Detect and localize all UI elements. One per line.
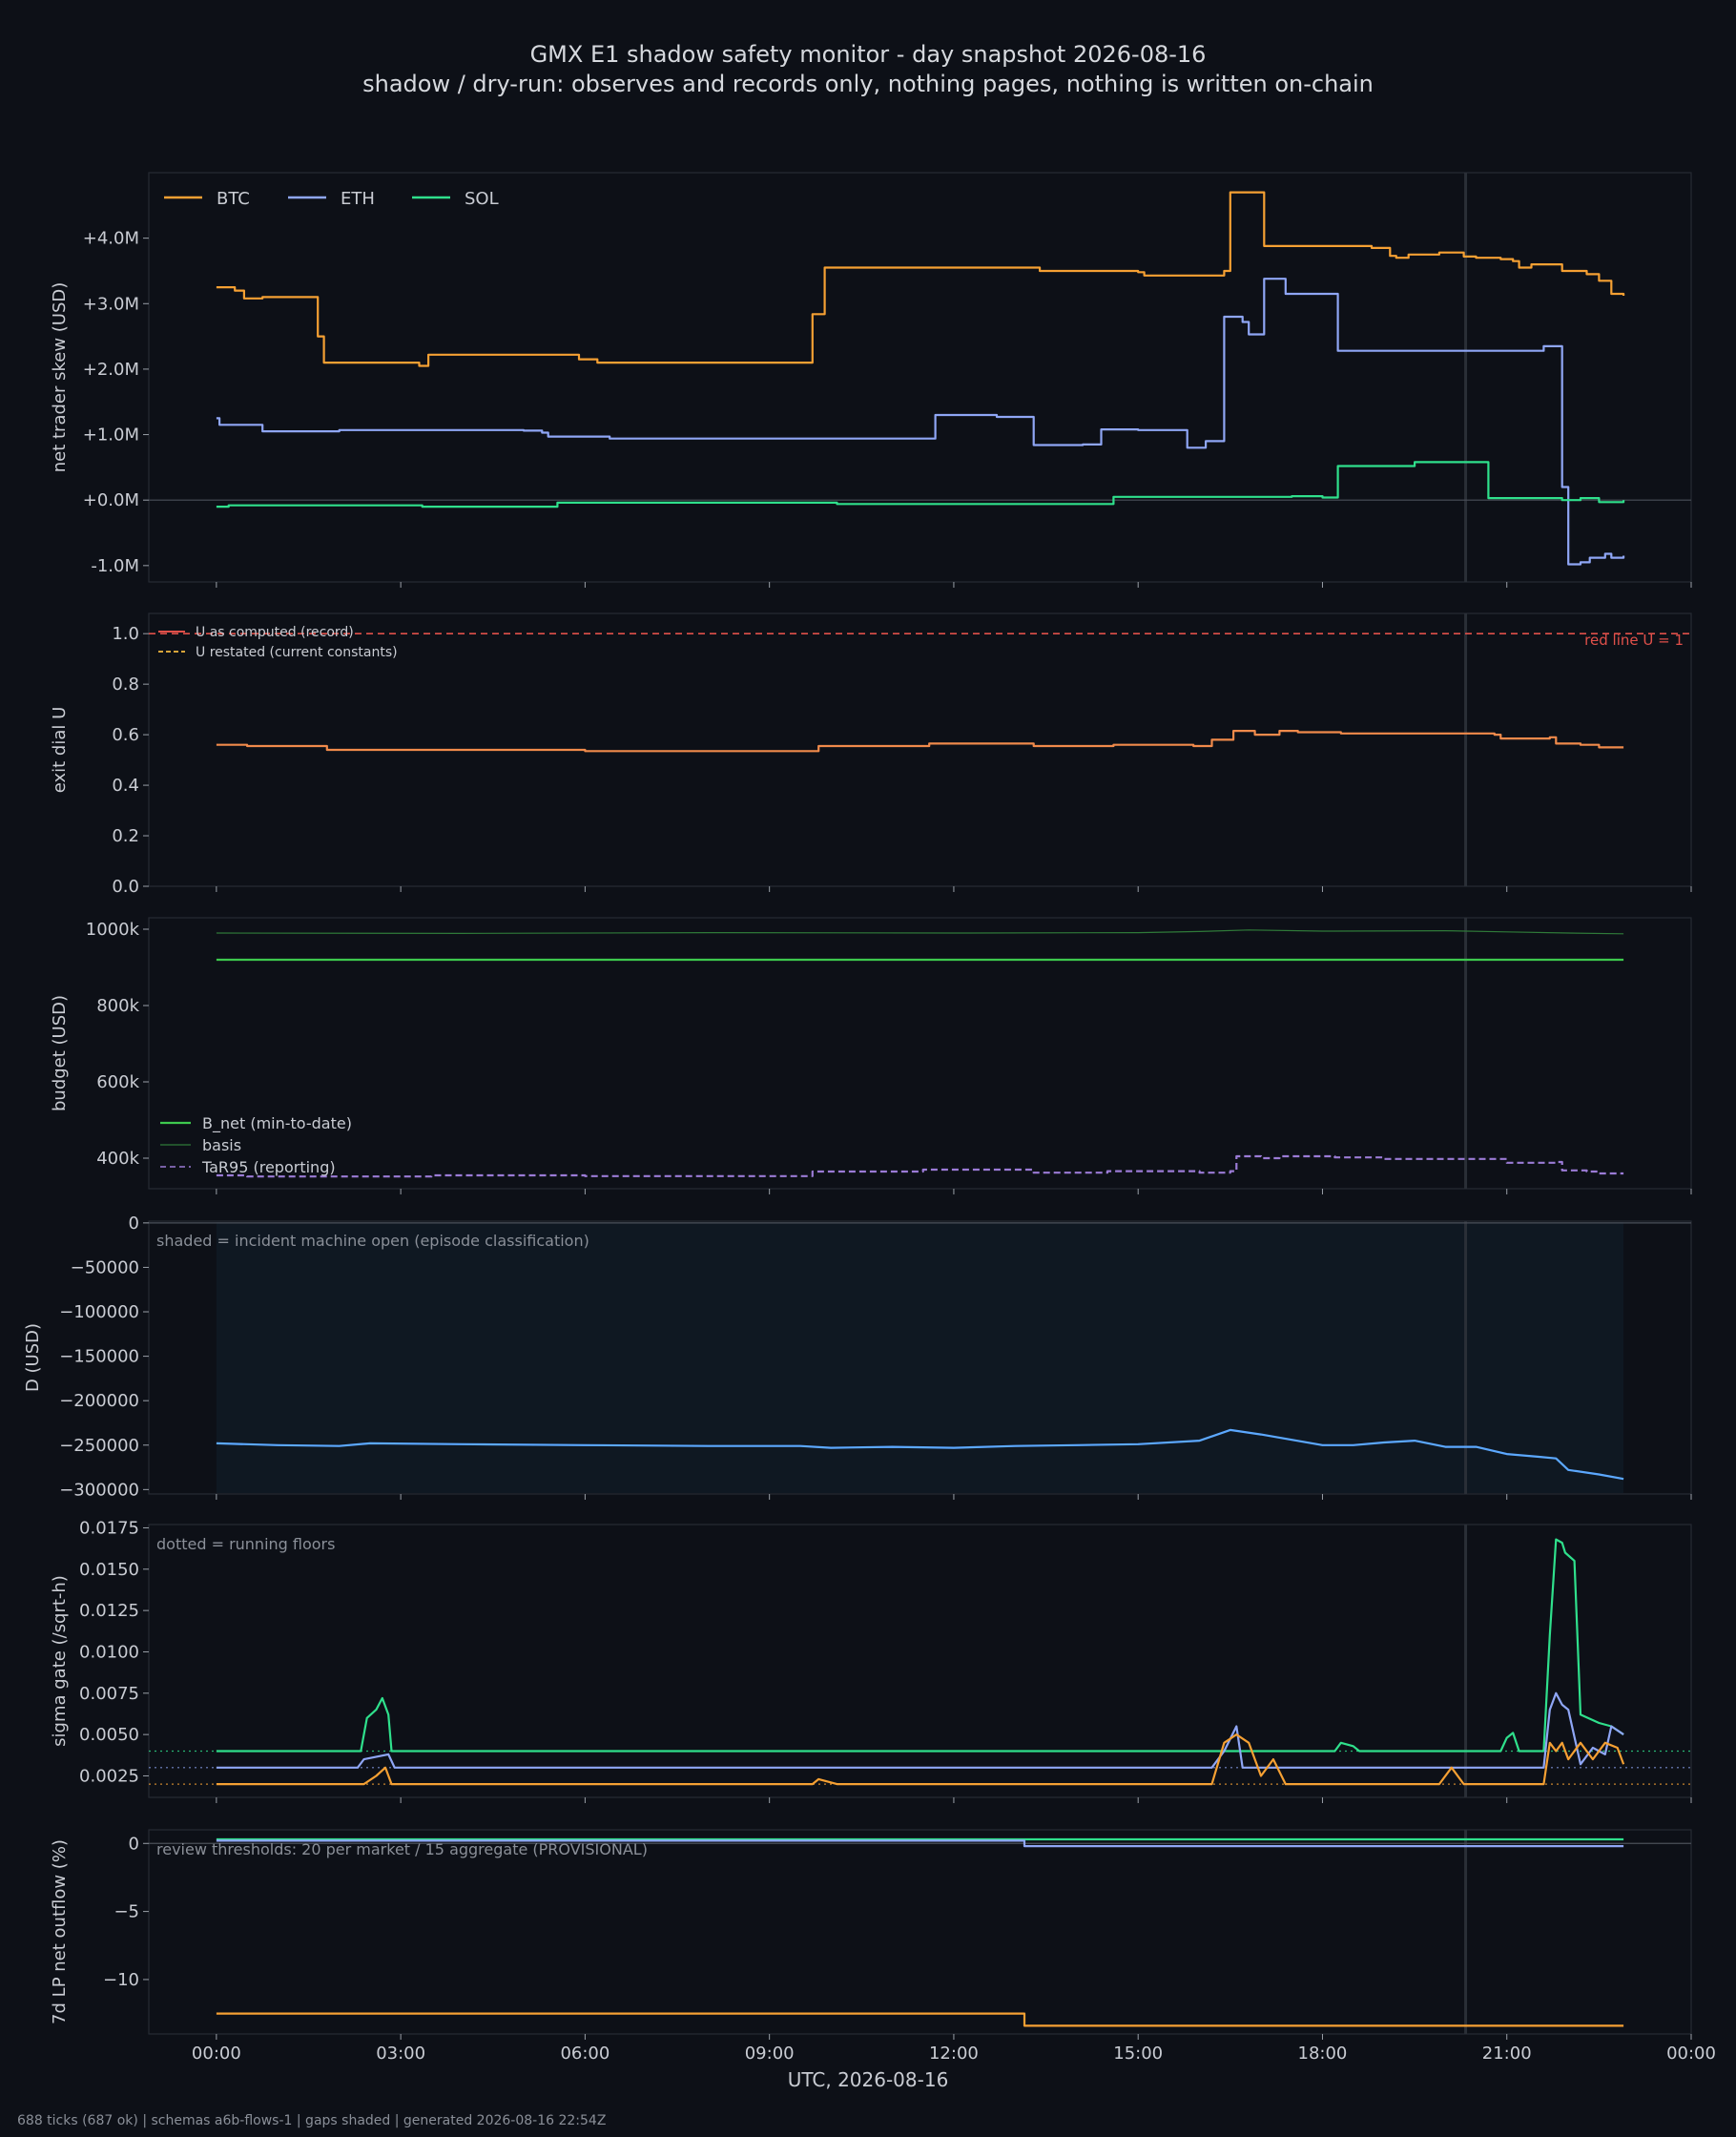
series-line-d — [216, 1428, 1624, 1481]
y-axis-label: 7d LP net outflow (%) — [50, 1839, 70, 2024]
series-line-sol — [216, 461, 1625, 508]
footer-status: 688 ticks (687 ok) | schemas a6b-flows-1… — [17, 2113, 607, 2128]
series-line-sol — [216, 1538, 1624, 1753]
y-tick-label: +2.0M — [83, 360, 139, 380]
y-axis-label: exit dial U — [50, 707, 70, 794]
panel-annotation: review thresholds: 20 per market / 15 ag… — [156, 1840, 648, 1858]
incident-shade — [216, 1222, 1624, 1493]
y-tick-label: -1.0M — [91, 556, 139, 576]
panel-3: 400k 600k 800k 1000k budget (USD) B_net (min-… — [50, 917, 1692, 1194]
x-axis-label: UTC, 2026-08-16 — [787, 2068, 949, 2091]
y-axis-label: D (USD) — [23, 1323, 43, 1392]
series-line-eth — [216, 278, 1625, 566]
series-line-btc — [216, 191, 1625, 367]
y-axis-label: sigma gate (/sqrt-h) — [50, 1575, 70, 1747]
series-line-eth — [216, 1691, 1624, 1769]
y-tick-label: +4.0M — [83, 229, 139, 249]
panel-annotation: shaded = incident machine open (episode … — [156, 1232, 589, 1250]
y-tick-label: −5 — [114, 1902, 139, 1922]
y-tick-label: 0.0100 — [79, 1642, 139, 1662]
legend-label: U as computed (record) — [196, 625, 354, 640]
y-tick-label: −200000 — [59, 1391, 139, 1411]
y-tick-label: 600k — [96, 1072, 139, 1092]
y-tick-label: +0.0M — [83, 490, 139, 510]
y-tick-label: 0.6 — [112, 725, 139, 745]
y-tick-label: −100000 — [59, 1302, 139, 1322]
legend-label: TaR95 (reporting) — [201, 1158, 336, 1176]
x-tick-label: 03:00 — [376, 2044, 425, 2064]
x-tick-label: 06:00 — [560, 2044, 610, 2064]
y-tick-label: −10 — [103, 1970, 139, 1990]
y-tick-label: −300000 — [59, 1480, 139, 1500]
legend-label: ETH — [341, 189, 375, 209]
legend-label: BTC — [217, 189, 250, 209]
legend-label: SOL — [465, 189, 499, 209]
chart-title: GMX E1 shadow safety monitor - day snaps… — [529, 41, 1207, 68]
y-tick-label: 0.0125 — [79, 1601, 139, 1621]
x-tick-label: 00:00 — [192, 2044, 241, 2064]
y-tick-label: −50000 — [71, 1257, 139, 1277]
y-axis-label: net trader skew (USD) — [50, 282, 70, 473]
panel-2: 0.0 0.2 0.4 0.6 0.8 1.0 exit dial U red line U … — [50, 612, 1692, 897]
x-tick-label: 09:00 — [745, 2044, 795, 2064]
panel-5: 0.0025 0.0050 0.0075 0.0100 0.0125 0.0150 0.01… — [50, 1518, 1692, 1803]
y-tick-label: 0.0 — [112, 877, 139, 897]
panel-6: 0 −5 −10 7d LP net outflow (%) review thresh… — [50, 1829, 1692, 2040]
y-tick-label: 0.0050 — [79, 1725, 139, 1745]
y-tick-label: 0.0150 — [79, 1560, 139, 1580]
series-line-basis — [216, 929, 1624, 935]
y-tick-label: 0 — [129, 1834, 139, 1854]
legend-label: B_net (min-to-date) — [202, 1114, 352, 1133]
chart-subtitle: shadow / dry-run: observes and records o… — [362, 71, 1374, 97]
x-tick-label: 15:00 — [1113, 2044, 1163, 2064]
panel-1: -1.0M +0.0M +1.0M +2.0M +3.0M +4.0M net trader… — [50, 172, 1692, 588]
x-tick-label: 00:00 — [1666, 2044, 1716, 2064]
legend-label: basis — [202, 1136, 241, 1154]
x-tick-label: 18:00 — [1298, 2044, 1348, 2064]
y-tick-label: 0.0025 — [79, 1766, 139, 1786]
x-tick-label: 21:00 — [1482, 2044, 1532, 2064]
y-axis-label: budget (USD) — [50, 995, 70, 1111]
series-line-eth — [216, 1839, 1624, 1848]
panel-frame — [148, 1829, 1692, 2035]
panel-4: 0 −50000 −100000 −150000 −200000 −250000 −3000… — [23, 1214, 1692, 1500]
y-tick-label: −150000 — [59, 1347, 139, 1367]
x-tick-label: 12:00 — [929, 2044, 979, 2064]
y-tick-label: 0.0175 — [79, 1518, 139, 1538]
y-tick-label: 0.4 — [112, 776, 139, 796]
y-tick-label: −250000 — [59, 1436, 139, 1456]
series-line-btc — [216, 1733, 1625, 1786]
series-line-tar95-reporting- — [216, 1154, 1624, 1178]
y-tick-label: 800k — [96, 996, 139, 1016]
y-tick-label: 0.0075 — [79, 1684, 139, 1704]
y-tick-label: 0.8 — [112, 674, 139, 695]
panel-annotation: dotted = running floors — [156, 1535, 335, 1553]
panel-frame — [148, 917, 1692, 1190]
y-tick-label: +3.0M — [83, 294, 139, 314]
y-tick-label: 0.2 — [112, 826, 139, 846]
series-line-btc — [216, 2012, 1624, 2027]
panel-frame — [148, 172, 1692, 583]
series-line-u-as-computed-record- — [216, 730, 1624, 753]
y-tick-label: 0 — [129, 1214, 139, 1234]
legend-label: U restated (current constants) — [196, 645, 398, 660]
y-tick-label: 1.0 — [112, 624, 139, 644]
y-tick-label: +1.0M — [83, 425, 139, 446]
red-line-annotation: red line U = 1 — [1584, 632, 1684, 649]
y-tick-label: 400k — [96, 1149, 139, 1169]
y-tick-label: 1000k — [86, 920, 140, 940]
